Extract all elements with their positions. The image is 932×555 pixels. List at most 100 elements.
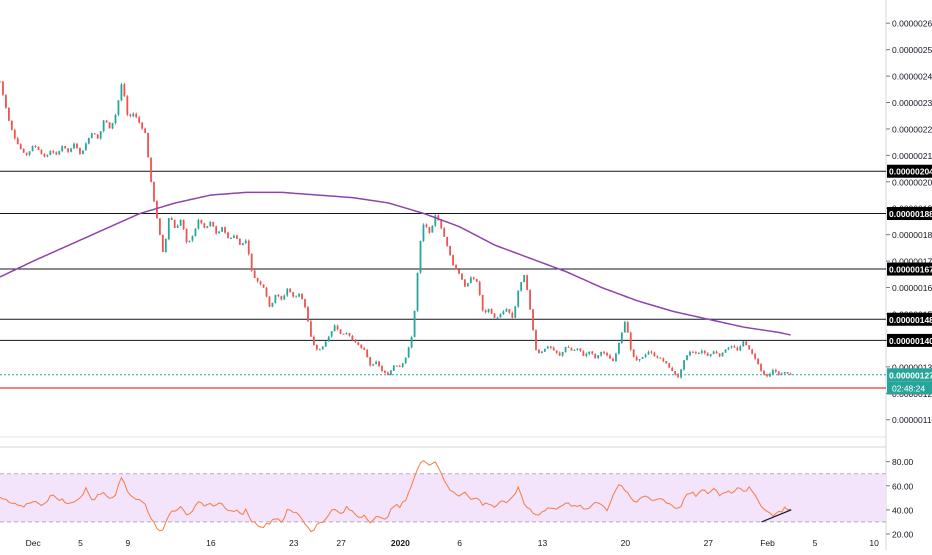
candle bbox=[392, 365, 395, 371]
candle bbox=[378, 360, 380, 368]
candle bbox=[295, 295, 298, 298]
candle bbox=[597, 355, 600, 360]
candle bbox=[87, 137, 90, 145]
candle bbox=[686, 355, 688, 361]
candle bbox=[333, 324, 336, 332]
candle bbox=[191, 235, 194, 243]
candle bbox=[262, 284, 265, 289]
candle bbox=[617, 342, 620, 355]
level-price-label: 0.00000140 bbox=[887, 333, 932, 347]
candle bbox=[283, 294, 286, 301]
candle bbox=[55, 151, 58, 156]
candle bbox=[2, 81, 4, 97]
candle bbox=[194, 228, 197, 237]
candle bbox=[502, 310, 505, 315]
candle bbox=[138, 115, 141, 124]
candle bbox=[336, 324, 339, 331]
svg-text:02:48:24: 02:48:24 bbox=[892, 383, 925, 393]
candle bbox=[573, 349, 576, 351]
candle bbox=[244, 239, 247, 245]
time-axis[interactable]: Dec 5 9 16 23 27 2020 6 13 20 27 Feb 5 10 bbox=[26, 538, 880, 548]
candle bbox=[407, 346, 410, 359]
svg-text:0.00000167: 0.00000167 bbox=[889, 265, 932, 275]
candle bbox=[307, 305, 309, 322]
candle bbox=[549, 345, 552, 350]
candle bbox=[629, 331, 632, 352]
candle bbox=[159, 217, 161, 236]
candle bbox=[156, 200, 158, 219]
candle bbox=[582, 350, 585, 357]
candle bbox=[73, 142, 75, 149]
candle bbox=[247, 239, 250, 256]
candle bbox=[13, 128, 16, 140]
candle bbox=[668, 362, 671, 368]
candle bbox=[623, 320, 626, 333]
candle bbox=[395, 365, 398, 367]
candle bbox=[514, 305, 517, 319]
candle bbox=[46, 154, 49, 158]
time-tick-label: 5 bbox=[813, 538, 818, 548]
candle bbox=[434, 214, 437, 228]
candle bbox=[304, 298, 306, 309]
candle bbox=[466, 282, 469, 287]
candle bbox=[221, 226, 223, 233]
candle bbox=[176, 224, 179, 228]
candle bbox=[609, 353, 611, 359]
candle bbox=[318, 348, 321, 351]
candle bbox=[315, 344, 318, 351]
candle bbox=[644, 353, 647, 359]
candle bbox=[28, 151, 31, 157]
candle bbox=[496, 316, 499, 319]
time-tick-label: Feb bbox=[760, 538, 775, 548]
candle bbox=[656, 355, 659, 359]
candle bbox=[375, 360, 377, 365]
svg-text:0.00000140: 0.00000140 bbox=[889, 336, 932, 346]
candle bbox=[671, 366, 674, 372]
countdown-label: 02:48:24 bbox=[887, 381, 932, 395]
time-tick-label: 9 bbox=[126, 538, 131, 548]
candle bbox=[218, 230, 221, 234]
candle bbox=[224, 226, 226, 235]
rsi-trendline[interactable] bbox=[761, 509, 792, 523]
candle bbox=[449, 245, 452, 257]
candle bbox=[108, 122, 111, 129]
candle bbox=[256, 277, 259, 283]
candle bbox=[653, 351, 656, 357]
candle bbox=[694, 350, 697, 355]
candle bbox=[200, 219, 203, 225]
candle bbox=[508, 308, 511, 314]
candle bbox=[760, 363, 762, 373]
candle bbox=[286, 288, 289, 297]
candle bbox=[76, 142, 78, 150]
candle bbox=[330, 330, 333, 338]
candle bbox=[520, 281, 523, 292]
candle bbox=[58, 150, 61, 156]
rsi-axis[interactable]: 20.00 40.00 60.00 80.00 bbox=[886, 457, 914, 539]
price-axis[interactable]: 0.000001100.000001200.000001300.00000140… bbox=[886, 19, 932, 425]
candle bbox=[182, 219, 185, 231]
candle bbox=[43, 153, 46, 158]
candle bbox=[579, 348, 582, 353]
candle bbox=[141, 121, 144, 130]
candle bbox=[620, 332, 623, 344]
candle bbox=[543, 348, 546, 353]
rsi-line[interactable] bbox=[0, 460, 791, 533]
candle bbox=[129, 113, 132, 118]
candle bbox=[771, 368, 774, 375]
candle bbox=[22, 148, 25, 153]
candle bbox=[114, 113, 117, 125]
moving-average-line[interactable] bbox=[0, 191, 791, 336]
candle bbox=[499, 313, 502, 318]
candle bbox=[769, 372, 771, 378]
candle bbox=[197, 218, 200, 230]
candle bbox=[132, 112, 135, 118]
candle bbox=[523, 274, 526, 283]
candle bbox=[253, 269, 256, 279]
candle bbox=[259, 280, 262, 286]
